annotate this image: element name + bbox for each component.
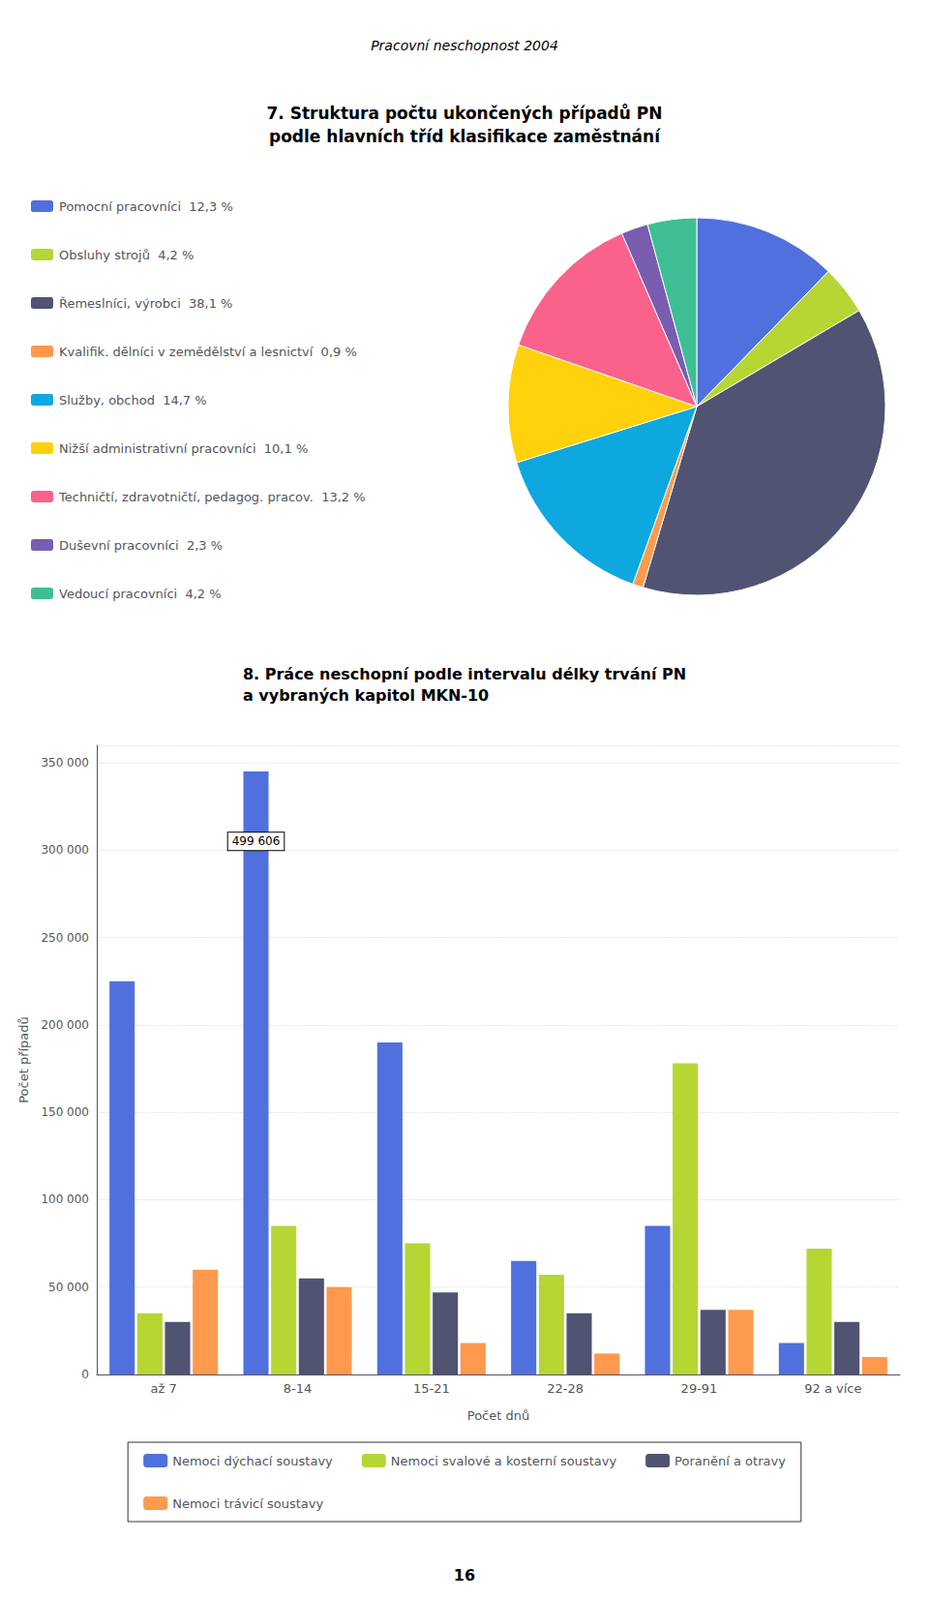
svg-text:0: 0 bbox=[81, 1367, 90, 1381]
svg-text:Nemoci svalové a kosterní sous: Nemoci svalové a kosterní soustavy bbox=[390, 1453, 618, 1469]
svg-text:50 000: 50 000 bbox=[48, 1280, 90, 1294]
svg-text:250 000: 250 000 bbox=[40, 930, 90, 945]
svg-text:8. Práce neschopní podle inter: 8. Práce neschopní podle intervalu délky… bbox=[242, 664, 687, 684]
svg-text:Řemeslníci, výrobci 38,1 %: Řemeslníci, výrobci 38,1 % bbox=[59, 296, 233, 311]
svg-text:150 000: 150 000 bbox=[40, 1105, 90, 1119]
svg-text:Kvalifik. dělníci v zemědělstv: Kvalifik. dělníci v zemědělství a lesnic… bbox=[59, 344, 358, 360]
svg-text:92 a více: 92 a více bbox=[804, 1380, 862, 1396]
svg-text:15-21: 15-21 bbox=[413, 1380, 450, 1396]
svg-text:a vybraných kapitol MKN-10: a vybraných kapitol MKN-10 bbox=[242, 686, 489, 705]
svg-text:100 000: 100 000 bbox=[40, 1192, 90, 1206]
svg-text:podle hlavních tříd klasifikac: podle hlavních tříd klasifikace zaměstná… bbox=[269, 126, 661, 147]
svg-text:Poranění a otravy: Poranění a otravy bbox=[674, 1453, 786, 1469]
svg-text:Nemoci trávicí soustavy: Nemoci trávicí soustavy bbox=[172, 1496, 324, 1511]
svg-text:Obsluhy strojů 4,2 %: Obsluhy strojů 4,2 % bbox=[59, 247, 194, 263]
svg-text:Duševní pracovníci 2,3 %: Duševní pracovníci 2,3 % bbox=[59, 538, 223, 553]
svg-text:29-91: 29-91 bbox=[681, 1380, 719, 1396]
svg-text:200 000: 200 000 bbox=[40, 1018, 90, 1032]
svg-text:16: 16 bbox=[453, 1565, 476, 1585]
svg-text:Techničtí, zdravotničtí, pedag: Techničtí, zdravotničtí, pedagog. pracov… bbox=[58, 489, 366, 505]
svg-text:Služby, obchod 14,7 %: Služby, obchod 14,7 % bbox=[59, 392, 208, 408]
svg-text:Pomocní pracovníci 12,3 %: Pomocní pracovníci 12,3 % bbox=[59, 199, 234, 214]
svg-text:8-14: 8-14 bbox=[283, 1380, 313, 1396]
svg-text:Počet dnů: Počet dnů bbox=[467, 1408, 530, 1423]
svg-text:350 000: 350 000 bbox=[40, 755, 90, 770]
svg-text:7. Struktura počtu ukončených: 7. Struktura počtu ukončených případů PN bbox=[267, 102, 663, 123]
svg-text:Nemoci dýchací soustavy: Nemoci dýchací soustavy bbox=[172, 1453, 333, 1469]
svg-text:Vedoucí pracovníci 4,2 %: Vedoucí pracovníci 4,2 % bbox=[59, 586, 222, 601]
svg-text:300 000: 300 000 bbox=[40, 842, 90, 857]
svg-text:22-28: 22-28 bbox=[546, 1380, 584, 1396]
svg-text:Počet případů: Počet případů bbox=[16, 1016, 31, 1104]
svg-text:až 7: až 7 bbox=[150, 1380, 178, 1396]
svg-text:Pracovní neschopnost 2004: Pracovní neschopnost 2004 bbox=[370, 37, 559, 54]
svg-text:499 606: 499 606 bbox=[232, 834, 281, 848]
svg-text:Nižší administrativní pracovní: Nižší administrativní pracovníci 10,1 % bbox=[59, 441, 308, 456]
